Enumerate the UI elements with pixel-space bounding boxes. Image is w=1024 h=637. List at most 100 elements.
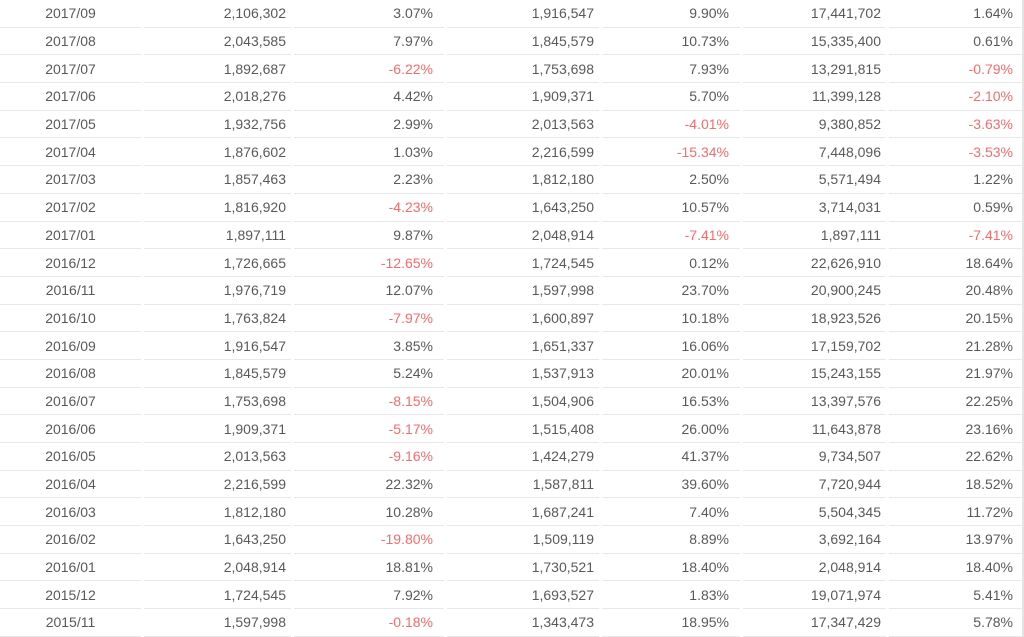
cell-prev-year-value: 1,812,180: [447, 166, 599, 194]
cell-monthly-value: 2,106,302: [144, 0, 291, 28]
cell-cum-yoy-pct: 11.72%: [889, 498, 1024, 527]
cell-cum-yoy-pct: -7.41%: [889, 222, 1024, 250]
cell-date: 2017/02: [0, 194, 141, 222]
table-row: 2017/02 1,816,920 -4.23% 1,643,250 10.57…: [0, 194, 1024, 222]
cell-monthly-value: 1,845,579: [144, 360, 291, 388]
cell-date: 2016/05: [0, 443, 141, 471]
cell-yoy-change-pct: 10.57%: [602, 194, 740, 222]
cell-cumulative-value: 9,734,507: [743, 443, 886, 471]
cell-monthly-value: 1,753,698: [144, 388, 291, 416]
cell-prev-year-value: 1,687,241: [447, 498, 599, 527]
cell-monthly-value: 1,897,111: [144, 222, 291, 250]
table-row: 2017/03 1,857,463 2.23% 1,812,180 2.50% …: [0, 166, 1024, 194]
cell-yoy-change-pct: -15.34%: [602, 138, 740, 167]
table-row: 2017/06 2,018,276 4.42% 1,909,371 5.70% …: [0, 83, 1024, 111]
cell-date: 2017/08: [0, 28, 141, 56]
cell-cum-yoy-pct: -0.79%: [889, 55, 1024, 84]
cell-mom-change-pct: -7.97%: [294, 305, 444, 333]
cell-cum-yoy-pct: -2.10%: [889, 83, 1024, 111]
cell-date: 2015/11: [0, 609, 141, 637]
cell-mom-change-pct: -9.16%: [294, 443, 444, 471]
cell-monthly-value: 1,909,371: [144, 415, 291, 443]
cell-prev-year-value: 2,216,599: [447, 138, 599, 167]
cell-monthly-value: 1,876,602: [144, 138, 291, 167]
cell-date: 2016/09: [0, 332, 141, 360]
cell-yoy-change-pct: 10.73%: [602, 28, 740, 56]
cell-cumulative-value: 5,571,494: [743, 166, 886, 194]
cell-cum-yoy-pct: 22.62%: [889, 443, 1024, 471]
cell-monthly-value: 1,857,463: [144, 166, 291, 194]
table-row: 2016/08 1,845,579 5.24% 1,537,913 20.01%…: [0, 360, 1024, 388]
cell-monthly-value: 1,597,998: [144, 609, 291, 637]
table-row: 2016/04 2,216,599 22.32% 1,587,811 39.60…: [0, 471, 1024, 499]
cell-cumulative-value: 9,380,852: [743, 111, 886, 139]
cell-yoy-change-pct: 9.90%: [602, 0, 740, 28]
cell-cumulative-value: 5,504,345: [743, 498, 886, 527]
cell-monthly-value: 1,726,665: [144, 249, 291, 277]
cell-prev-year-value: 1,643,250: [447, 194, 599, 222]
cell-cum-yoy-pct: 18.64%: [889, 249, 1024, 277]
cell-mom-change-pct: -5.17%: [294, 415, 444, 443]
cell-prev-year-value: 1,693,527: [447, 581, 599, 610]
cell-mom-change-pct: 5.24%: [294, 360, 444, 388]
cell-cumulative-value: 17,441,702: [743, 0, 886, 28]
table-row: 2017/01 1,897,111 9.87% 2,048,914 -7.41%…: [0, 222, 1024, 250]
cell-date: 2016/10: [0, 305, 141, 333]
table-row: 2016/03 1,812,180 10.28% 1,687,241 7.40%…: [0, 498, 1024, 527]
cell-cumulative-value: 22,626,910: [743, 249, 886, 277]
table-row: 2016/12 1,726,665 -12.65% 1,724,545 0.12…: [0, 249, 1024, 277]
cell-prev-year-value: 1,343,473: [447, 609, 599, 637]
table-row: 2016/09 1,916,547 3.85% 1,651,337 16.06%…: [0, 332, 1024, 360]
cell-prev-year-value: 2,048,914: [447, 222, 599, 250]
cell-date: 2015/12: [0, 581, 141, 610]
cell-yoy-change-pct: 0.12%: [602, 249, 740, 277]
cell-yoy-change-pct: 20.01%: [602, 360, 740, 388]
cell-mom-change-pct: 2.23%: [294, 166, 444, 194]
cell-cum-yoy-pct: 1.22%: [889, 166, 1024, 194]
cell-yoy-change-pct: 8.89%: [602, 526, 740, 554]
cell-cumulative-value: 3,714,031: [743, 194, 886, 222]
cell-mom-change-pct: -6.22%: [294, 55, 444, 84]
cell-cum-yoy-pct: 22.25%: [889, 388, 1024, 416]
cell-cum-yoy-pct: 23.16%: [889, 415, 1024, 443]
cell-cumulative-value: 11,399,128: [743, 83, 886, 111]
cell-yoy-change-pct: 16.53%: [602, 388, 740, 416]
cell-cum-yoy-pct: 18.40%: [889, 554, 1024, 582]
cell-mom-change-pct: 7.92%: [294, 581, 444, 610]
cell-cum-yoy-pct: 18.52%: [889, 471, 1024, 499]
cell-monthly-value: 1,724,545: [144, 581, 291, 610]
cell-monthly-value: 1,932,756: [144, 111, 291, 139]
right-edge-line: [1022, 0, 1024, 637]
cell-cumulative-value: 17,159,702: [743, 332, 886, 360]
cell-cum-yoy-pct: 20.15%: [889, 305, 1024, 333]
cell-yoy-change-pct: 2.50%: [602, 166, 740, 194]
cell-monthly-value: 2,216,599: [144, 471, 291, 499]
cell-monthly-value: 1,812,180: [144, 498, 291, 527]
cell-cumulative-value: 7,448,096: [743, 138, 886, 167]
cell-date: 2016/11: [0, 277, 141, 305]
cell-monthly-value: 1,916,547: [144, 332, 291, 360]
cell-mom-change-pct: 9.87%: [294, 222, 444, 250]
cell-date: 2017/03: [0, 166, 141, 194]
cell-date: 2016/03: [0, 498, 141, 527]
table-row: 2016/01 2,048,914 18.81% 1,730,521 18.40…: [0, 554, 1024, 582]
cell-monthly-value: 2,048,914: [144, 554, 291, 582]
cell-yoy-change-pct: 41.37%: [602, 443, 740, 471]
cell-mom-change-pct: 1.03%: [294, 138, 444, 167]
cell-prev-year-value: 1,597,998: [447, 277, 599, 305]
cell-yoy-change-pct: 18.95%: [602, 609, 740, 637]
cell-mom-change-pct: 2.99%: [294, 111, 444, 139]
cell-monthly-value: 2,013,563: [144, 443, 291, 471]
cell-yoy-change-pct: 1.83%: [602, 581, 740, 610]
cell-mom-change-pct: 3.85%: [294, 332, 444, 360]
cell-cum-yoy-pct: 21.28%: [889, 332, 1024, 360]
cell-mom-change-pct: 18.81%: [294, 554, 444, 582]
cell-prev-year-value: 1,587,811: [447, 471, 599, 499]
table-row: 2017/04 1,876,602 1.03% 2,216,599 -15.34…: [0, 138, 1024, 167]
cell-monthly-value: 2,043,585: [144, 28, 291, 56]
cell-cumulative-value: 13,291,815: [743, 55, 886, 84]
cell-mom-change-pct: 10.28%: [294, 498, 444, 527]
cell-date: 2016/06: [0, 415, 141, 443]
cell-prev-year-value: 1,753,698: [447, 55, 599, 84]
cell-yoy-change-pct: 23.70%: [602, 277, 740, 305]
